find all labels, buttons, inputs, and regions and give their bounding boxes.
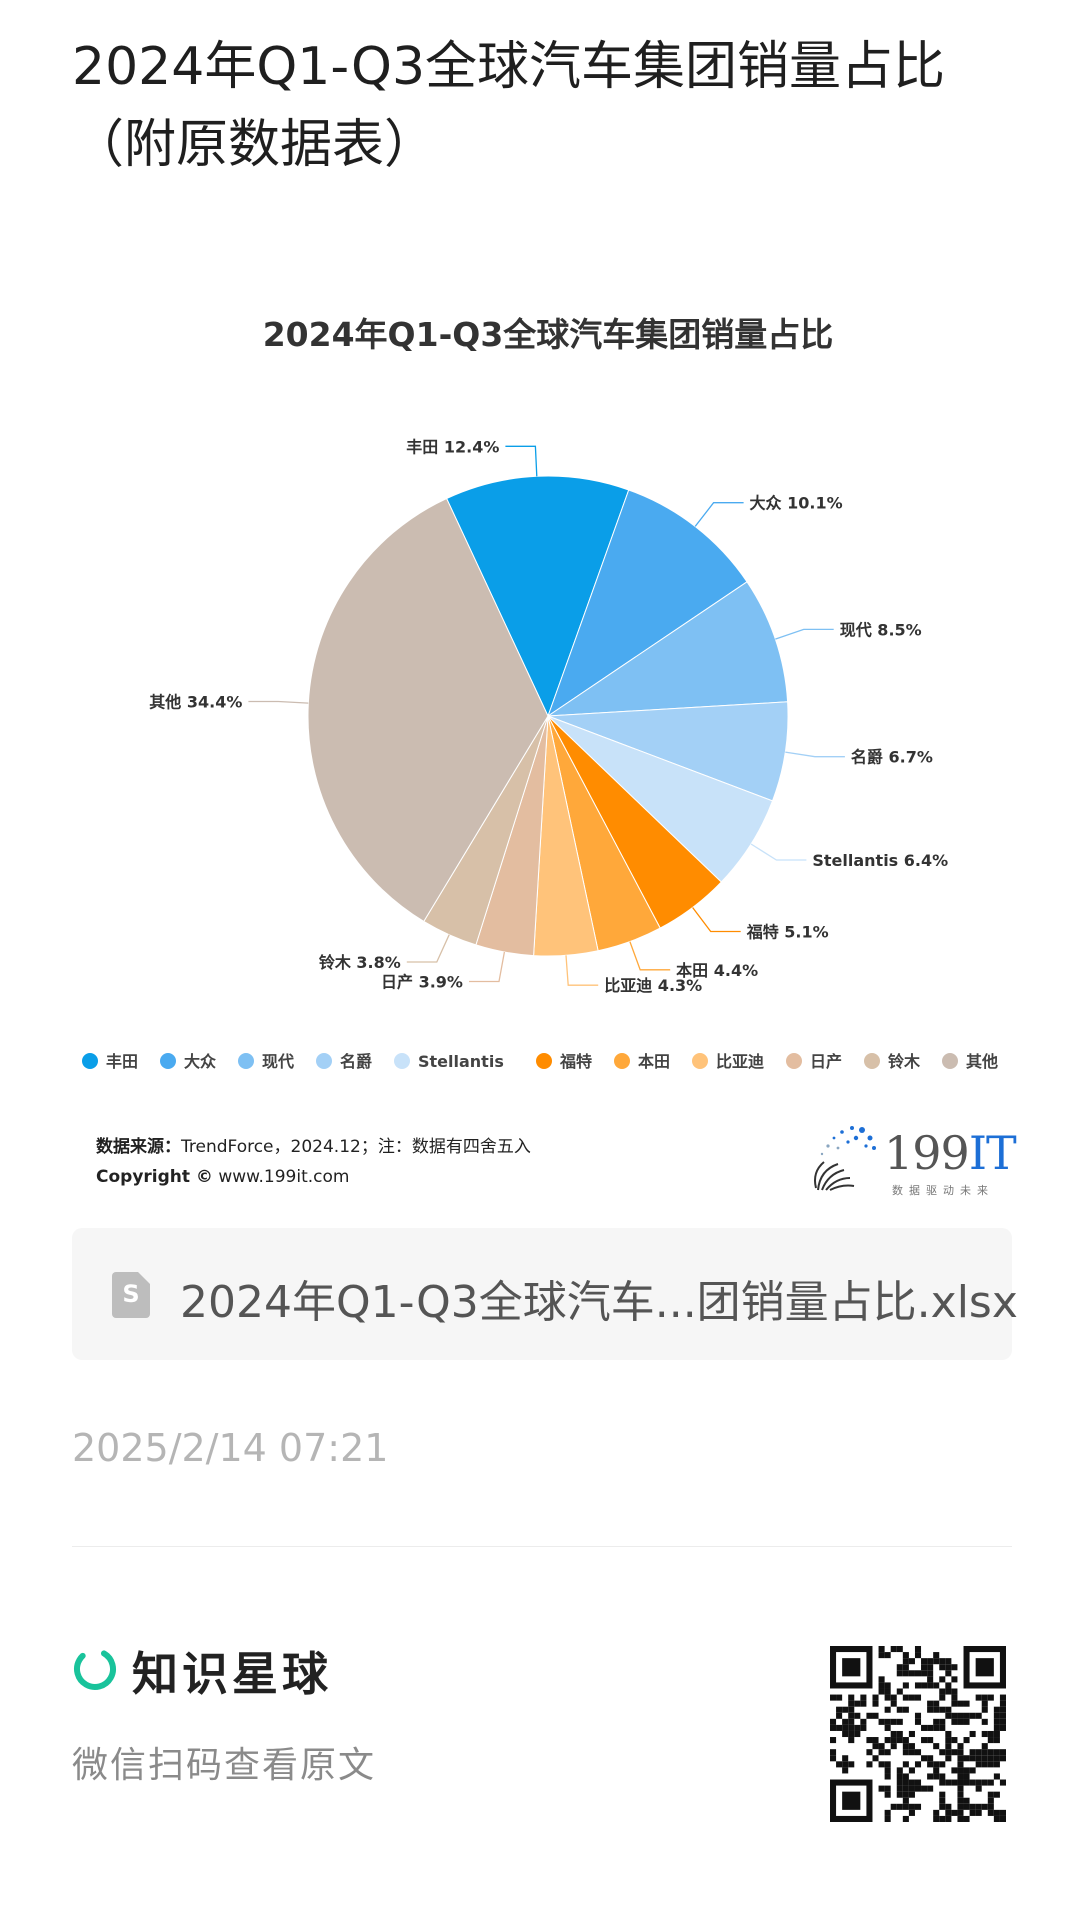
scan-hint: 微信扫码查看原文 <box>72 1745 377 1786</box>
leader-line <box>785 751 845 758</box>
leader-line <box>248 700 309 704</box>
data-label: 其他 34.4% <box>149 692 242 711</box>
legend-swatch <box>238 1053 254 1069</box>
data-label: 现代 8.5% <box>840 620 922 639</box>
pie-slice <box>445 475 630 718</box>
legend-swatch <box>316 1053 332 1069</box>
legend-label: 大众 <box>184 1052 217 1071</box>
zsxq-logo-icon <box>74 1648 116 1690</box>
spreadsheet-file-icon: S <box>112 1272 150 1318</box>
leader-line <box>694 502 744 527</box>
data-source: 数据来源：TrendForce，2024.12；注：数据有四舍五入 Copyri… <box>96 1132 531 1192</box>
copyright-text: www.199it.com <box>218 1167 350 1187</box>
attachment-file-card[interactable]: S 2024年Q1-Q3全球汽车...团销量占比.xlsx <box>72 1228 1018 1360</box>
data-label: 丰田 12.4% <box>406 437 499 456</box>
post-timestamp: 2025/2/14 07:21 <box>72 1426 389 1470</box>
legend-swatch <box>160 1053 176 1069</box>
legend-label: 名爵 <box>340 1052 372 1071</box>
legend-swatch <box>786 1053 802 1069</box>
leader-line <box>750 843 807 861</box>
chart-title: 2024年Q1-Q3全球汽车集团销量占比 <box>263 315 834 354</box>
qr-code[interactable] <box>830 1646 1006 1822</box>
data-label: 日产 3.9% <box>381 973 463 992</box>
leader-line <box>629 941 671 971</box>
data-label: 铃木 3.8% <box>319 953 401 972</box>
leader-line <box>469 951 506 983</box>
logo-wordmark: 199IT <box>884 1126 1017 1180</box>
199it-logo: 199IT 数据驱动未来 <box>808 1120 1017 1200</box>
legend-label: 丰田 <box>106 1052 138 1071</box>
legend-swatch <box>394 1053 410 1069</box>
leader-line <box>775 628 834 640</box>
legend-label: 其他 <box>966 1052 998 1071</box>
leader-line <box>505 445 538 477</box>
data-label: 福特 5.1% <box>746 922 829 941</box>
divider <box>72 1546 1012 1547</box>
data-label: 名爵 6.7% <box>851 748 933 767</box>
legend-label: 日产 <box>810 1052 842 1071</box>
copyright-label: Copyright © <box>96 1167 213 1187</box>
leader-line <box>406 934 450 963</box>
data-label: 比亚迪 4.3% <box>604 976 702 995</box>
legend-swatch <box>864 1053 880 1069</box>
source-label: 数据来源： <box>96 1137 181 1157</box>
legend-label: Stellantis <box>418 1052 504 1071</box>
legend-swatch <box>942 1053 958 1069</box>
legend-swatch <box>692 1053 708 1069</box>
attachment-filename: 2024年Q1-Q3全球汽车...团销量占比.xlsx <box>180 1277 1018 1328</box>
legend-label: 本田 <box>638 1052 670 1071</box>
pie-slice <box>547 489 748 718</box>
legend-swatch <box>82 1053 98 1069</box>
pie-slice <box>307 497 549 923</box>
dandelion-icon <box>814 1126 876 1191</box>
leader-line <box>565 955 599 986</box>
legend-label: 铃木 <box>888 1052 921 1071</box>
legend-label: 比亚迪 <box>716 1052 764 1071</box>
logo-tagline: 数据驱动未来 <box>892 1184 994 1197</box>
leader-line <box>692 907 741 933</box>
legend-swatch <box>536 1053 552 1069</box>
data-label: Stellantis 6.4% <box>812 851 948 870</box>
page-title: 2024年Q1-Q3全球汽车集团销量占比（附原数据表） <box>72 37 946 175</box>
data-label: 本田 4.4% <box>676 961 758 980</box>
legend-label: 福特 <box>559 1052 592 1071</box>
zsxq-brand-name: 知识星球 <box>132 1647 332 1701</box>
data-label: 大众 10.1% <box>750 494 843 513</box>
source-text: TrendForce，2024.12；注：数据有四舍五入 <box>181 1137 531 1157</box>
legend-label: 现代 <box>262 1052 294 1071</box>
legend-swatch <box>614 1053 630 1069</box>
